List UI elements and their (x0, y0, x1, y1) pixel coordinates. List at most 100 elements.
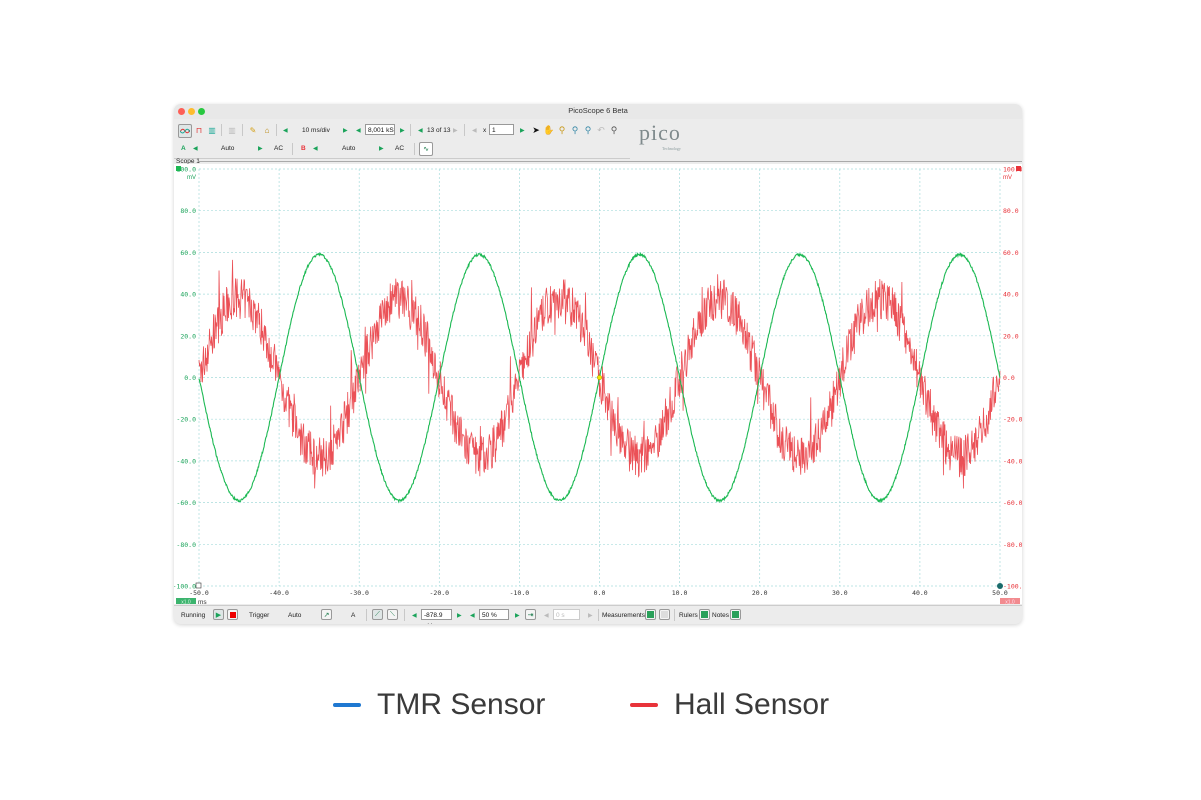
channel-b-label[interactable]: B (301, 145, 306, 152)
zoom-factor-increase-arrow[interactable]: ▶ (520, 128, 525, 134)
right-axis-tick-label: 0.0 (1003, 374, 1015, 382)
delay-icon: ⇥ (527, 611, 534, 619)
capture-prev-arrow[interactable]: ◀ (418, 128, 423, 134)
notes-label: Notes (712, 612, 729, 619)
trigger-mode[interactable]: Auto (288, 612, 302, 619)
samples-decrease-arrow[interactable]: ◀ (356, 128, 361, 134)
zoom-factor-decrease-arrow[interactable]: ◀ (472, 128, 477, 134)
threshold-increase-arrow[interactable]: ▶ (457, 613, 462, 619)
right-axis-tick-label: 20.0 (1003, 332, 1019, 340)
delay-decrease-arrow[interactable]: ◀ (544, 613, 549, 619)
capture-next-arrow[interactable]: ▶ (453, 128, 458, 134)
zoom-area-icon[interactable]: ⚲ (584, 124, 592, 135)
channel-a-range-decrease[interactable]: ◀ (193, 146, 198, 152)
pretrigger-field[interactable]: 50 % (479, 609, 509, 620)
threshold-field[interactable]: -878.9 µV (421, 609, 452, 624)
scope-wave-icon (180, 128, 190, 134)
math-channels-button[interactable]: ∿ (419, 142, 433, 156)
channel-b-range-increase[interactable]: ▶ (379, 146, 384, 152)
pretrigger-decrease-arrow[interactable]: ◀ (470, 613, 475, 619)
rulers-button[interactable] (699, 609, 710, 620)
x-scale-badge-right[interactable] (1000, 598, 1020, 604)
right-ruler-handle[interactable] (997, 583, 1003, 589)
channel-b-coupling[interactable]: AC (395, 145, 405, 152)
zoom-in-icon[interactable]: ⚲ (558, 124, 566, 135)
spectrum-mode-button[interactable]: ▥ (206, 124, 218, 136)
advanced-trigger-button[interactable]: ↗ (321, 609, 332, 620)
waveform-plot[interactable]: 100.0 100.0 80.0 80.0 60.0 60.0 40.0 40.0 20.0 20… (174, 164, 1022, 604)
add-measurement-button[interactable] (645, 609, 656, 620)
auto-setup-button[interactable]: ✎ (247, 124, 259, 136)
channel-a-axis-marker[interactable] (176, 166, 181, 171)
x-axis-tick-label: -10.0 (510, 589, 530, 597)
scope-mode-button[interactable] (178, 124, 192, 138)
falling-edge-button[interactable]: ⟍ (387, 609, 398, 620)
x-axis-tick-label: -20.0 (430, 589, 450, 597)
zoom-button[interactable] (198, 108, 205, 115)
channel-options-button[interactable]: ▥ (226, 124, 238, 136)
zoom-factor-field[interactable]: 1 (489, 124, 514, 135)
window-title: PicoScope 6 Beta (568, 106, 628, 115)
right-axis-unit: mV (1003, 175, 1012, 181)
x-axis-tick-label: 0.0 (594, 589, 606, 597)
divider (410, 124, 411, 136)
divider (464, 124, 465, 136)
channel-b-axis-marker[interactable] (1016, 166, 1021, 171)
legend-label-tmr: TMR Sensor (377, 688, 546, 721)
hand-icon[interactable]: ✋ (543, 124, 555, 135)
divider (242, 124, 243, 136)
channel-a-range[interactable]: Auto (221, 145, 235, 152)
trigger-marker[interactable] (597, 374, 603, 380)
x-scale-badge-left[interactable] (176, 598, 196, 604)
threshold-decrease-arrow[interactable]: ◀ (412, 613, 417, 619)
bars-icon: ▥ (228, 125, 236, 135)
channel-a-range-increase[interactable]: ▶ (258, 146, 263, 152)
timebase-decrease-arrow[interactable]: ◀ (283, 128, 288, 134)
home-button[interactable]: ⌂ (261, 124, 273, 136)
undo-zoom-icon[interactable]: ↶ (597, 124, 605, 135)
minimize-button[interactable] (188, 108, 195, 115)
stop-button[interactable] (227, 609, 238, 620)
channel-a-coupling[interactable]: AC (274, 145, 284, 152)
close-button[interactable] (178, 108, 185, 115)
channel-a-label[interactable]: A (181, 145, 186, 152)
pretrigger-increase-arrow[interactable]: ▶ (515, 613, 520, 619)
left-axis-tick-label: -20.0 (176, 416, 196, 424)
divider (292, 143, 293, 155)
edit-measurement-button[interactable] (659, 609, 670, 620)
delay-increase-arrow[interactable]: ▶ (588, 613, 593, 619)
x-axis-tick-label: -50.0 (189, 589, 209, 597)
pointer-icon[interactable]: ➤ (532, 124, 540, 135)
right-axis-tick-label: -60.0 (1003, 499, 1022, 507)
timebase-increase-arrow[interactable]: ▶ (343, 128, 348, 134)
right-axis-tick-label: -80.0 (1003, 541, 1022, 549)
post-trigger-delay-button[interactable]: ⇥ (525, 609, 536, 620)
right-axis-tick-label: -20.0 (1003, 416, 1022, 424)
right-axis-tick-label: -40.0 (1003, 457, 1022, 465)
persistence-mode-button[interactable]: ⊓ (193, 124, 205, 136)
legend-label-hall: Hall Sensor (674, 688, 830, 721)
main-toolbar: ⊓ ▥ ▥ ✎ ⌂ ◀ 10 ms/div ▶ ◀ 8,001 kS ▶ ◀ 1… (174, 120, 1022, 140)
rising-edge-button[interactable]: ⟋ (372, 609, 383, 620)
zoom-to-fit-icon[interactable]: ⚲ (610, 124, 618, 135)
delay-field[interactable]: 0 s (553, 609, 580, 620)
samples-increase-arrow[interactable]: ▶ (400, 128, 405, 134)
hall-swatch-icon (630, 703, 658, 707)
scope-view[interactable]: 100.0 100.0 80.0 80.0 60.0 60.0 40.0 40.0 20.0 20… (174, 164, 1022, 604)
trigger-source[interactable]: A (351, 612, 356, 619)
wand-icon: ✎ (249, 125, 257, 135)
zoom-out-icon[interactable]: ⚲ (571, 124, 579, 135)
left-ruler-handle[interactable] (195, 582, 202, 589)
scope-tab-line (198, 161, 1022, 162)
scope-tab[interactable]: Scope 1 (176, 158, 200, 165)
x-axis-tick-label: -30.0 (349, 589, 369, 597)
notes-button[interactable] (730, 609, 741, 620)
channel-b-range-decrease[interactable]: ◀ (313, 146, 318, 152)
channel-b-range[interactable]: Auto (342, 145, 356, 152)
divider (366, 609, 367, 621)
samples-field[interactable]: 8,001 kS (365, 124, 395, 135)
timebase-value[interactable]: 10 ms/div (302, 127, 330, 134)
start-button[interactable]: ▶ (213, 609, 224, 620)
divider (221, 124, 222, 136)
picoscope-window: PicoScope 6 Beta ⊓ ▥ ▥ ✎ ⌂ ◀ 10 ms/div ▶… (174, 104, 1022, 624)
